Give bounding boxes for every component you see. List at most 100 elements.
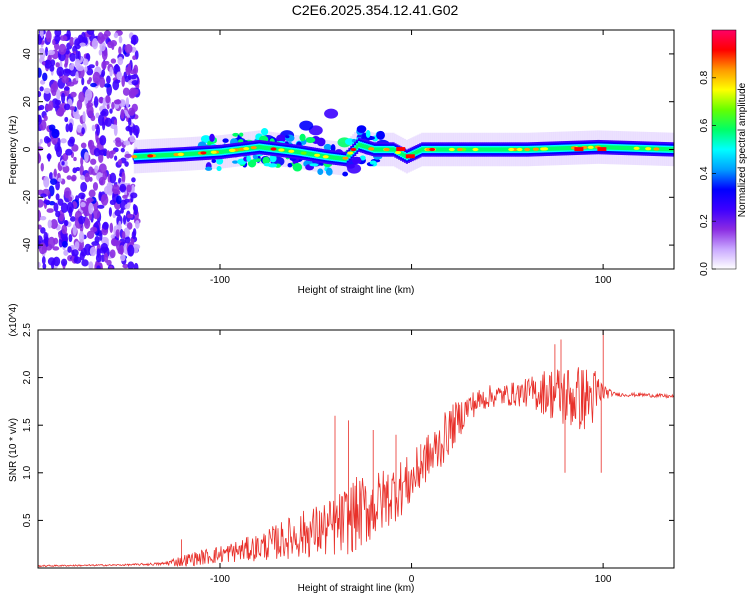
y-tick-label: -20 [22, 190, 33, 205]
hotspot-mark [645, 147, 652, 151]
blob-mark [260, 127, 269, 136]
speckle-mark [76, 99, 83, 110]
x-tick-label: 100 [595, 275, 612, 286]
speckle-mark [84, 66, 88, 73]
speckle-mark [126, 184, 132, 193]
band-mark [440, 147, 443, 152]
speckle-mark [89, 246, 97, 257]
speckle-mark [63, 103, 71, 111]
speckle-mark [113, 103, 120, 109]
blob-mark [324, 108, 339, 119]
blob-mark [316, 137, 326, 147]
speckle-mark [90, 226, 98, 233]
speckle-mark [44, 236, 50, 247]
speckle-mark [63, 86, 70, 91]
snr-y-axis-label: SNR (10 * v/v) [8, 418, 19, 482]
band-mark [549, 146, 552, 151]
snr-y-multiplier: (x10^4) [8, 303, 19, 336]
speckle-mark [81, 127, 85, 135]
speckle-mark [103, 83, 111, 88]
hotspot-mark [314, 153, 321, 157]
band-mark [394, 148, 397, 153]
speckle-mark [129, 126, 133, 136]
colorbar [712, 30, 736, 269]
speckle-mark [38, 67, 42, 78]
speckle-mark [38, 142, 41, 147]
speckle-mark [74, 38, 82, 50]
blob-mark [346, 164, 355, 169]
y-tick-label: 40 [22, 48, 33, 60]
band-mark [664, 147, 667, 152]
speckle-mark [97, 204, 105, 209]
band-mark [505, 147, 508, 152]
band-mark [227, 148, 230, 154]
speckle-mark [116, 71, 123, 81]
blob-mark [325, 167, 333, 176]
speckle-mark [92, 208, 101, 220]
hotspot-mark [300, 151, 307, 155]
speckle-mark [98, 191, 102, 201]
blob-mark [262, 156, 270, 165]
speckle-mark [130, 88, 139, 95]
blob-mark [205, 166, 213, 171]
speckle-mark [124, 236, 131, 244]
speckle-mark [72, 167, 78, 174]
speckle-mark [86, 102, 94, 108]
speckle-mark [110, 58, 117, 64]
speckle-mark [76, 124, 83, 133]
speckle-mark [55, 210, 61, 218]
speckle-mark [55, 193, 60, 201]
speckle-mark [47, 219, 52, 229]
band-mark [256, 145, 259, 150]
y-tick-label: 1.0 [22, 465, 33, 479]
speckle-mark [43, 199, 51, 204]
band-mark [631, 146, 635, 151]
speckle-mark [124, 203, 131, 210]
band-mark [340, 156, 343, 161]
speckle-mark [38, 261, 41, 269]
speckle-mark [78, 215, 85, 225]
speckle-mark [129, 74, 137, 80]
blob-mark [285, 135, 290, 139]
blob-mark [247, 159, 257, 168]
speckle-mark [91, 124, 96, 132]
speckle-mark [131, 177, 136, 183]
band-mark [334, 155, 338, 161]
hotspot-mark [347, 151, 354, 155]
hotspot-mark [472, 147, 479, 152]
speckle-mark [73, 156, 77, 162]
speckle-mark [95, 253, 102, 263]
band-mark [492, 147, 495, 152]
speckle-mark [121, 231, 126, 239]
band-mark [455, 147, 458, 152]
speckle-mark [39, 86, 44, 92]
band-mark [359, 143, 363, 148]
speckle-mark [88, 140, 93, 147]
snr-axes: -100 0 100 0.5 1.0 1.5 2.0 2.5 [22, 323, 674, 585]
speckle-mark [47, 257, 56, 266]
speckle-mark [47, 153, 51, 162]
band-mark [446, 147, 449, 152]
hotspot-mark [288, 149, 295, 153]
band-mark [465, 147, 468, 152]
band-mark [137, 154, 140, 159]
band-mark [557, 146, 560, 151]
speckle-mark [53, 42, 60, 51]
speckle-mark [69, 36, 75, 47]
speckle-mark [84, 172, 90, 183]
band-mark [357, 142, 361, 147]
band-mark [480, 147, 483, 152]
speckle-mark [106, 150, 111, 159]
blob-mark [342, 171, 349, 177]
band-mark [553, 146, 556, 151]
band-mark [298, 150, 301, 155]
band-mark [346, 154, 349, 160]
band-mark [501, 147, 504, 152]
band-mark [160, 153, 163, 158]
speckle-mark [109, 172, 117, 184]
band-mark [555, 146, 558, 151]
blob-mark [232, 132, 239, 137]
band-mark [141, 154, 144, 159]
speckle-mark [71, 174, 77, 182]
colorbar-tick-label: 0.2 [699, 214, 710, 228]
